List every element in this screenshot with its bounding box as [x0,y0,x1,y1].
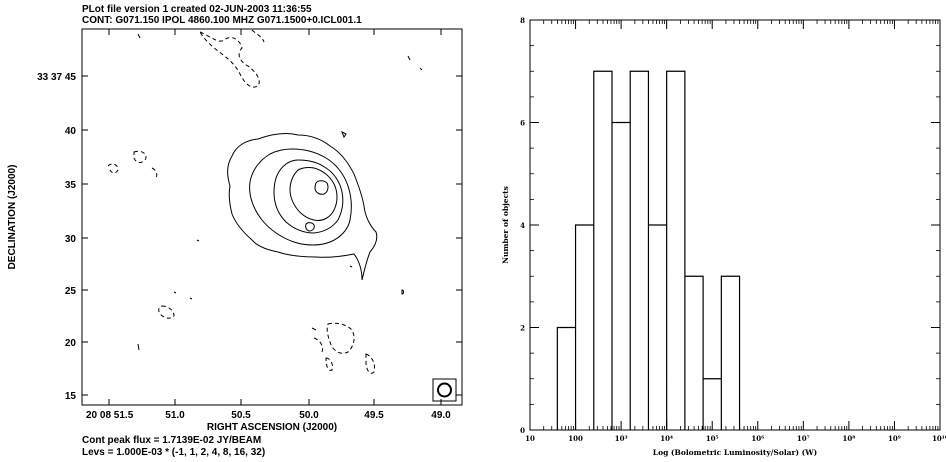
contour-xtick-label-2: 50.5 [231,410,251,421]
contour-ylabel: DECLINATION (J2000) [7,165,18,270]
histogram-bar-2 [594,71,612,430]
histogram-ytick-label: 6 [520,119,525,128]
contour-plot-frame [81,28,463,406]
histogram-bar-7 [685,276,703,430]
contour-xtick-label-5: 49.0 [431,410,451,421]
histogram-bar-0 [557,328,575,431]
histogram-xtick-label: 10⁸ [842,434,855,443]
histogram-xtick-label: 10³ [615,434,628,443]
histogram-ytick-label: 2 [520,324,525,333]
contour-ytick-label-0: 33 37 45 [37,72,76,83]
beam-box [432,378,457,402]
histogram-bar-3 [612,123,630,431]
contour-ytick-label-2: 35 [65,180,77,191]
contour-level-5 [314,180,329,195]
contour-header-line1: PLot file version 1 created 02-JUN-2003 … [82,4,312,15]
histogram-ytick-label: 8 [520,16,525,25]
contour-level-3 [273,159,344,234]
histogram-ytick-label: 4 [520,221,525,230]
contour-ytick-label-5: 20 [65,338,77,349]
histogram-bar-1 [576,225,594,430]
beam-ellipse [437,382,452,398]
contour-ytick-label-3: 30 [65,234,77,245]
histogram-ytick-label: 0 [520,426,525,435]
contour-level-2 [249,148,352,246]
histogram-xtick-label: 10⁷ [797,434,810,443]
contour-footer-line2: Levs = 1.000E-03 * (-1, 1, 2, 4, 8, 16, … [82,447,265,458]
histogram-tick-marks [529,19,941,431]
histogram-ylabel: Number of objects [501,186,510,264]
histogram-xtick-label: 10 [525,434,535,443]
contour-header-line2: CONT: G071.150 IPOL 4860.100 MHZ G071.15… [82,15,362,26]
contour-xtick-label-3: 50.0 [299,410,319,421]
histogram-bar-5 [648,225,666,430]
contour-xtick-marks [108,29,442,405]
contour-ytick-label-4: 25 [65,286,77,297]
histogram-xtick-label: 10⁶ [751,434,764,443]
histogram-xlabel: Log (Bolometric Luminosity/Solar) (W) [653,448,817,457]
negative-contours [107,29,375,374]
histogram-bar-9 [721,276,739,430]
contour-map-panel: PLot file version 1 created 02-JUN-2003 … [7,4,463,458]
histogram-ytick-labels: 0 2 4 6 8 [520,16,525,435]
contour-xtick-label-4: 49.5 [364,410,384,421]
contour-level-4 [289,167,338,221]
contour-xtick-label-0: 20 08 51.5 [86,410,134,421]
histogram-xtick-label: 10⁹ [888,434,901,443]
histogram-xtick-label: 100 [568,434,583,443]
contour-ytick-marks [82,75,462,396]
histogram-bar-4 [630,71,648,430]
histogram-xtick-label: 10⁴ [660,434,673,443]
contour-xtick-label-1: 51.0 [165,410,185,421]
contour-secondary-peak [305,222,315,232]
contour-xlabel: RIGHT ASCENSION (J2000) [207,422,337,433]
contour-footer-line1: Cont peak flux = 1.7139E-02 JY/BEAM [82,435,261,446]
histogram-xtick-label: 10⁵ [706,434,719,443]
histogram-outline [556,70,741,430]
histogram-bar-6 [667,71,685,430]
contour-ytick-label-6: 15 [65,391,77,402]
contour-level-1 [227,133,378,281]
noise-specks [137,33,423,351]
contour-ytick-label-1: 40 [65,126,77,137]
